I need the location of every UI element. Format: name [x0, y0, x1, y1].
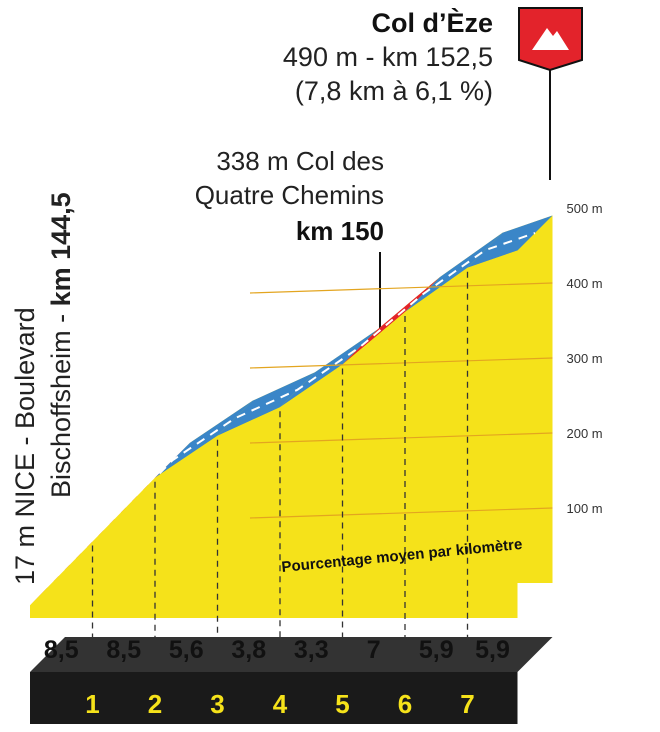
grid-line-200	[249, 432, 553, 444]
start-location-km: Bischoffsheim - km 144,5	[46, 192, 76, 498]
grade-label: 5,9	[475, 636, 510, 664]
km-label: 3	[210, 689, 224, 719]
start-street: Bischoffsheim -	[46, 306, 76, 498]
grade-label: 3,3	[294, 636, 329, 664]
alt-tick-label-200: 200 m	[567, 426, 603, 441]
grade-label: 5,6	[169, 636, 204, 664]
alt-tick-label-500: 500 m	[567, 201, 603, 216]
grade-label: 8,5	[106, 636, 141, 664]
grade-label: 3,8	[231, 636, 266, 664]
alt-tick-label-400: 400 m	[567, 276, 603, 291]
base-band	[30, 672, 518, 724]
start-km: km 144,5	[46, 192, 76, 306]
alt-tick-label-100: 100 m	[567, 501, 603, 516]
alt-tick-label-300: 300 m	[567, 351, 603, 366]
km-label: 6	[398, 689, 412, 719]
grade-label: 8,5	[44, 636, 79, 664]
km-label: 4	[273, 689, 288, 719]
pass-name-continued: Quatre Chemins	[195, 180, 384, 210]
km-label: 1	[85, 689, 99, 719]
mountain-flag-icon	[518, 7, 583, 180]
km-labels: 1 2 3 4 5 6 7	[85, 689, 474, 719]
pass-km: km 150	[296, 216, 384, 246]
profile-front-face	[30, 250, 518, 618]
grade-label: 5,9	[419, 636, 454, 664]
summit-altitude-km: 490 m - km 152,5	[283, 42, 493, 72]
grade-label: 7	[367, 636, 381, 664]
km-label: 2	[148, 689, 162, 719]
grid-line-100	[249, 507, 553, 519]
summit-name: Col d’Èze	[371, 7, 493, 38]
km-label: 7	[460, 689, 474, 719]
grid-line-400	[249, 282, 553, 294]
base-band-top	[30, 637, 553, 672]
profile-body	[30, 215, 553, 724]
grade-labels: 8,5 8,5 5,6 3,8 3,3 7 5,9 5,9	[44, 636, 510, 664]
km-label: 5	[335, 689, 349, 719]
pass-altitude-name: 338 m Col des	[216, 146, 384, 176]
altitude-ticks: 100 m 200 m 300 m 400 m 500 m	[567, 201, 603, 516]
summit-climb-stats: (7,8 km à 6,1 %)	[295, 76, 493, 106]
grid-line-300	[249, 357, 553, 369]
start-location: 17 m NICE - Boulevard	[10, 307, 40, 585]
